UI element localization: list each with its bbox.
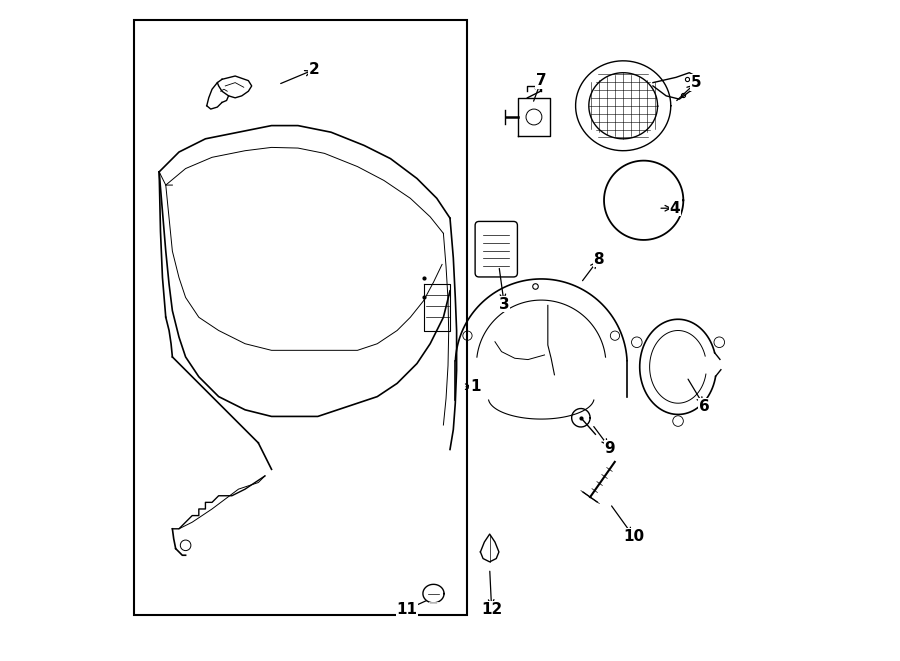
Text: 4: 4 (670, 201, 680, 215)
Text: 12: 12 (481, 602, 502, 617)
Text: 2: 2 (309, 62, 320, 77)
Text: 10: 10 (623, 529, 644, 544)
Bar (134, 20, 466, 615)
Text: 6: 6 (699, 399, 710, 414)
Text: 11: 11 (397, 602, 418, 617)
Text: 9: 9 (605, 441, 616, 455)
Text: 7: 7 (536, 73, 546, 88)
Text: 3: 3 (499, 297, 509, 311)
Text: 5: 5 (690, 75, 701, 90)
Text: 8: 8 (593, 252, 604, 266)
Text: 1: 1 (470, 379, 481, 394)
